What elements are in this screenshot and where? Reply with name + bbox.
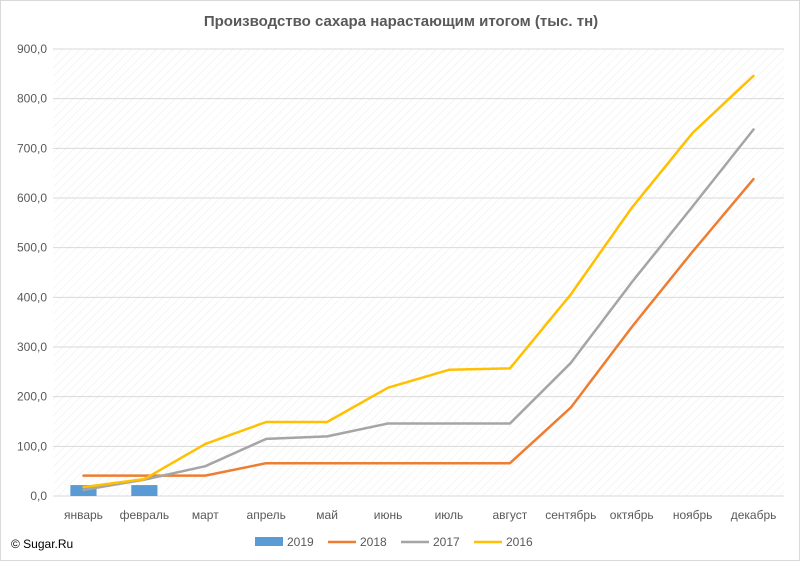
- y-tick-label: 300,0: [17, 340, 47, 354]
- line-series-2018: [82, 177, 755, 477]
- x-tick-label: март: [192, 508, 219, 522]
- x-tick-label: сентябрь: [545, 508, 596, 522]
- y-tick-label: 400,0: [17, 290, 47, 304]
- x-tick-label: июль: [435, 508, 464, 522]
- y-tick-label: 200,0: [17, 390, 47, 404]
- copyright-text: © Sugar.Ru: [11, 537, 74, 551]
- line-series-2016: [82, 74, 755, 489]
- y-tick-label: 100,0: [17, 439, 47, 453]
- legend-label-2016: 2016: [506, 535, 533, 549]
- plot-area-background: [53, 49, 784, 496]
- y-tick-label: 600,0: [17, 191, 47, 205]
- x-tick-label: декабрь: [731, 508, 777, 522]
- x-tick-label: февраль: [120, 508, 170, 522]
- x-tick-label: июнь: [374, 508, 403, 522]
- legend-label-2017: 2017: [433, 535, 460, 549]
- chart-title: Производство сахара нарастающим итогом (…: [203, 13, 599, 30]
- x-tick-label: январь: [64, 508, 103, 522]
- y-tick-label: 800,0: [17, 92, 47, 106]
- bar-2019: [131, 485, 158, 496]
- y-tick-label: 0,0: [30, 489, 47, 503]
- y-tick-label: 500,0: [17, 241, 47, 255]
- x-tick-label: май: [316, 508, 338, 522]
- legend-label-2019: 2019: [287, 535, 314, 549]
- legend-swatch-2019: [255, 537, 283, 546]
- x-tick-label: август: [492, 508, 527, 522]
- x-tick-label: ноябрь: [673, 508, 713, 522]
- x-tick-label: апрель: [247, 508, 286, 522]
- x-tick-label: октябрь: [610, 508, 654, 522]
- y-tick-label: 900,0: [17, 42, 47, 56]
- y-tick-label: 700,0: [17, 141, 47, 155]
- line-series-2017: [82, 128, 755, 492]
- legend-label-2018: 2018: [360, 535, 387, 549]
